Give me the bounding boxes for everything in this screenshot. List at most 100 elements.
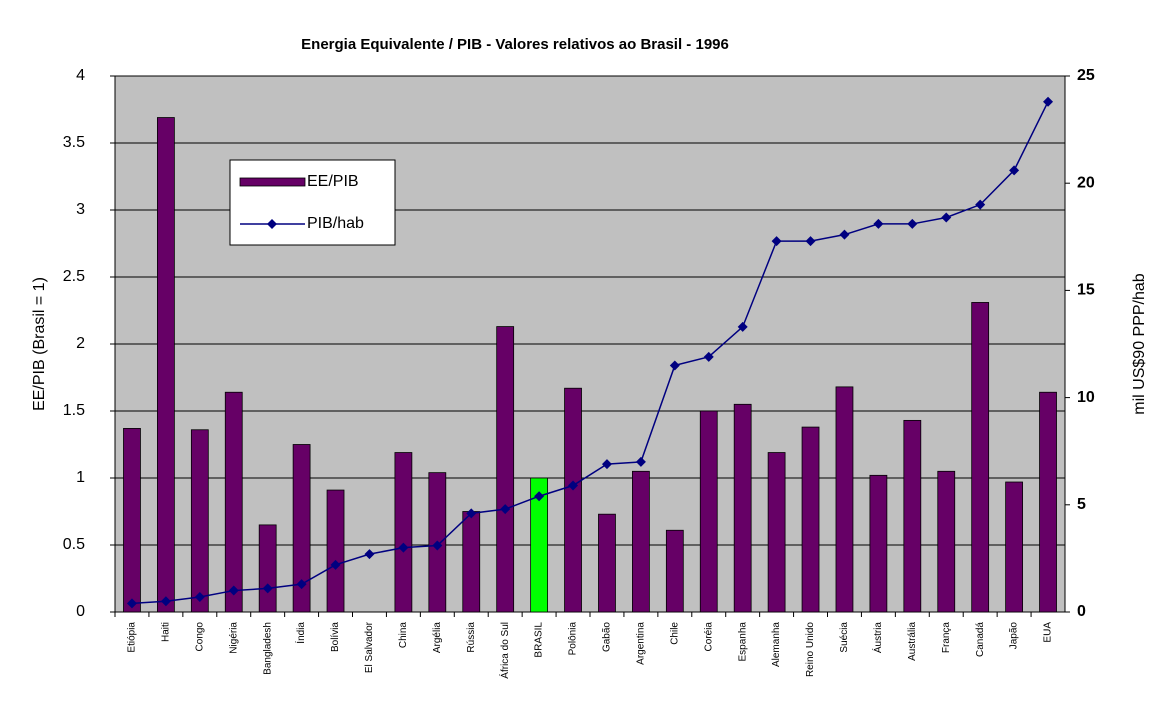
x-tick-label: Áustria [871, 622, 884, 654]
marker [364, 549, 375, 560]
x-tick-label: Japão [1009, 622, 1020, 650]
y-tick-label: 0.5 [63, 536, 85, 553]
bar [937, 470, 956, 613]
bar [394, 452, 413, 613]
y2-tick-label: 15 [1077, 282, 1095, 299]
legend-label: EE/PIB [307, 173, 359, 190]
marker [941, 212, 952, 223]
y-tick-label: 2.5 [63, 268, 85, 285]
marker [601, 459, 612, 470]
x-tick-label: El Salvador [364, 621, 375, 673]
bar [869, 474, 888, 613]
y-tick-label: 0 [76, 603, 85, 620]
x-tick-label: Rússia [466, 622, 477, 653]
marker [398, 542, 409, 553]
marker [873, 218, 884, 229]
bar [1039, 391, 1057, 613]
line [131, 101, 1049, 605]
x-tick-label: França [941, 622, 952, 654]
bar [767, 452, 786, 613]
x-tick-label: Reino Unido [805, 622, 816, 677]
marker [805, 236, 816, 247]
bar [665, 529, 684, 613]
marker [534, 491, 545, 502]
x-tick-label: Haiti [161, 622, 172, 642]
marker [1043, 96, 1054, 107]
x-tick-label: Chile [669, 622, 680, 645]
y-tick-label: 3 [76, 201, 85, 218]
x-tick-label: BRASIL [534, 622, 545, 658]
marker [771, 236, 782, 247]
x-tick-label: Gabão [602, 622, 613, 652]
y-tick-label: 3.5 [63, 134, 85, 151]
x-tick-label: Austrália [907, 622, 918, 661]
marker [160, 596, 171, 607]
marker [635, 456, 646, 467]
legend-swatch [239, 177, 306, 187]
bar [971, 302, 990, 613]
bar [564, 387, 582, 613]
x-tick-label: China [398, 622, 409, 649]
bar [699, 410, 718, 613]
bar [157, 117, 175, 613]
marker [669, 360, 680, 371]
y-tick-label: 1 [76, 469, 85, 486]
y2-tick-label: 0 [1077, 603, 1086, 620]
marker [737, 321, 748, 332]
y2-tick-label: 25 [1077, 67, 1095, 84]
marker [703, 351, 714, 362]
marker [194, 591, 205, 602]
x-tick-label: Polônia [568, 622, 579, 656]
marker [1009, 165, 1020, 176]
marker [907, 218, 918, 229]
legend-label: PIB/hab [307, 215, 364, 232]
x-tick-label: Coréia [703, 622, 714, 652]
bar [530, 477, 548, 613]
bar [123, 428, 141, 613]
bar [462, 511, 481, 613]
marker [839, 229, 850, 240]
y2-axis-label: mil US$90 PPP/hab [1131, 273, 1148, 415]
marker [330, 559, 341, 570]
y-tick-label: 4 [76, 67, 85, 84]
marker [262, 583, 273, 594]
bar [835, 386, 854, 613]
bar [496, 326, 515, 613]
x-tick-label: Congo [194, 622, 205, 652]
x-tick-label: Argentina [636, 622, 647, 665]
x-tick-label: Bangladesh [262, 622, 273, 675]
x-tick-label: Índia [294, 622, 307, 644]
x-tick-label: Etiópia [127, 622, 138, 653]
y2-tick-label: 5 [1077, 496, 1086, 513]
bar [801, 426, 820, 613]
y-axis-label: EE/PIB (Brasil = 1) [31, 277, 48, 411]
marker [296, 579, 307, 590]
marker [432, 540, 443, 551]
bar [190, 429, 209, 613]
x-tick-label: Suécia [839, 622, 850, 653]
marker [228, 585, 239, 596]
y2-tick-label: 20 [1077, 174, 1095, 191]
chart-title: Energia Equivalente / PIB - Valores rela… [301, 36, 729, 53]
marker [466, 508, 477, 519]
x-tick-label: Argélia [432, 622, 443, 654]
bar [1005, 481, 1023, 613]
bar [733, 403, 752, 613]
x-tick-label: Canadá [975, 622, 986, 657]
bar [258, 524, 277, 613]
x-tick-label: Bolívia [330, 622, 341, 652]
x-tick-label: EUA [1043, 622, 1054, 643]
marker [500, 504, 511, 515]
bar [292, 444, 311, 613]
bar [632, 470, 650, 613]
bar [598, 513, 616, 613]
legend-marker [267, 219, 277, 229]
y-tick-label: 2 [76, 335, 85, 352]
x-tick-label: Nigéria [228, 622, 239, 654]
x-tick-label: Alemanha [771, 622, 782, 667]
bar [224, 391, 243, 613]
x-tick-label: África do Sul [498, 622, 511, 679]
x-tick-label: Espanha [737, 622, 748, 662]
